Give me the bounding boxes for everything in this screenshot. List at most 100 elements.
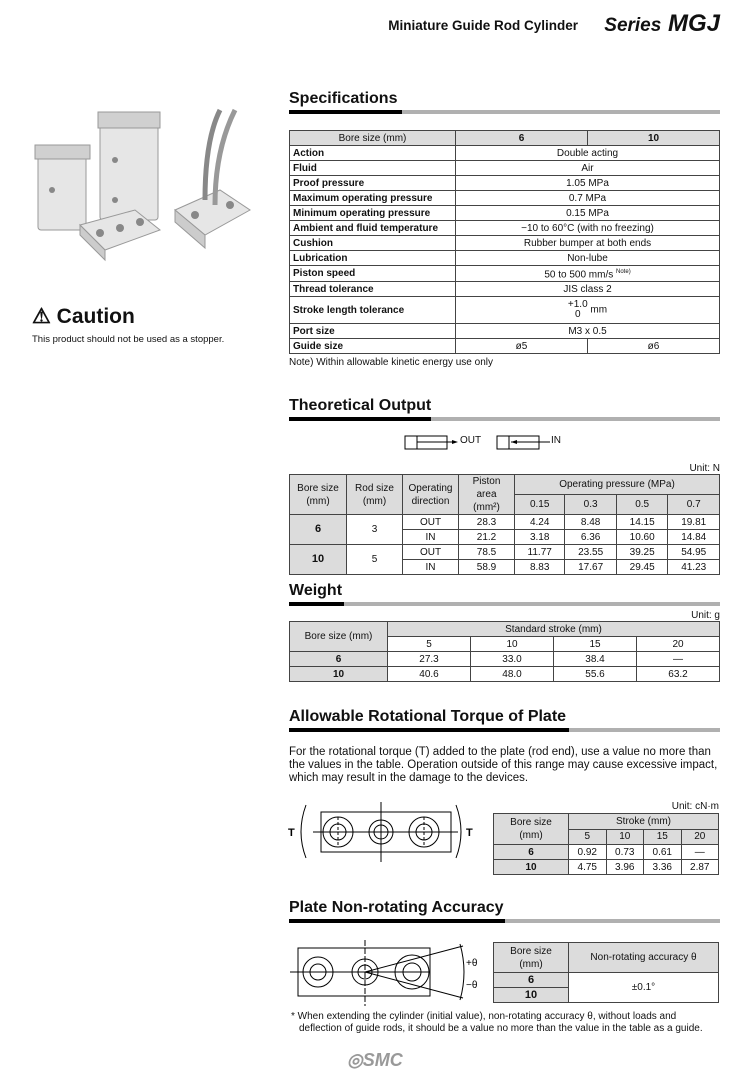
table-cell: 3.18: [513, 529, 566, 545]
table-cell: 33.0: [470, 651, 554, 667]
table-cell: 58.9: [458, 559, 515, 575]
table-cell: JIS class 2: [455, 281, 720, 298]
table-cell: 10: [289, 666, 388, 682]
table-cell: Rod size (mm): [346, 474, 403, 515]
accuracy-diagram: +θ −θ: [290, 940, 478, 1006]
torque-diagram: T T: [288, 802, 473, 862]
svg-text:−θ: −θ: [466, 980, 478, 991]
table-cell: 28.3: [458, 514, 515, 530]
table-cell: 5: [568, 828, 607, 845]
table-cell: Bore size (mm): [289, 474, 347, 515]
table-cell: 6: [493, 844, 569, 860]
table-cell: 11.77: [513, 544, 566, 560]
table-cell: 21.2: [458, 529, 515, 545]
table-cell: Action: [289, 145, 456, 161]
table-cell: Fluid: [289, 160, 456, 176]
table-cell: Bore size (mm): [493, 813, 569, 845]
table-cell: Stroke length tolerance: [289, 296, 456, 325]
table-cell: 78.5: [458, 544, 515, 560]
table-cell: —: [636, 651, 720, 667]
table-cell: 0.7: [667, 494, 720, 515]
table-cell: OUT: [402, 544, 459, 560]
table-cell: −10 to 60°C (with no freezing): [455, 220, 720, 236]
table-cell: 10: [470, 636, 554, 652]
table-cell: 6: [289, 651, 388, 667]
table-cell: 6: [289, 514, 347, 545]
table-cell: 0.3: [564, 494, 617, 515]
table-cell: 38.4: [553, 651, 637, 667]
weight-section: Weight Unit: g Bore size (mm) Standard st…: [289, 582, 720, 682]
table-cell: 10.60: [615, 529, 669, 545]
table-cell: IN: [402, 559, 459, 575]
section-title: Specifications: [289, 90, 398, 107]
table-cell: 5: [346, 544, 403, 575]
table-cell: ø5: [455, 338, 588, 355]
table-cell: Thread tolerance: [289, 281, 456, 298]
table-cell: 20: [680, 828, 719, 845]
smc-logo: ◎SMC: [347, 1050, 403, 1070]
table-cell: 4.24: [513, 514, 566, 530]
table-cell: 14.84: [667, 529, 720, 545]
table-cell: 14.15: [615, 514, 669, 530]
table-cell: Ambient and fluid temperature: [289, 220, 456, 236]
table-cell: IN: [402, 529, 459, 545]
table-cell: Non-lube: [455, 250, 720, 266]
table-cell: 3.96: [605, 859, 644, 875]
table-cell: 6: [493, 972, 569, 988]
table-cell: 0.7 MPa: [455, 190, 720, 206]
table-cell: OUT: [402, 514, 459, 530]
product-image: [34, 108, 251, 262]
table-cell: 3.36: [643, 859, 682, 875]
table-cell: 4.75: [568, 859, 607, 875]
svg-text:+θ: +θ: [466, 958, 478, 969]
table-cell: 6.36: [564, 529, 617, 545]
specifications-table: Bore size (mm) 6 10 Action Double acting Fl…: [289, 130, 720, 355]
accuracy-footnote: * When extending the cylinder (initial v…: [291, 1011, 703, 1034]
table-cell: +1.0 0 mm: [455, 296, 720, 325]
table-cell: Lubrication: [289, 250, 456, 266]
spec-note: Note) Within allowable kinetic energy us…: [289, 357, 493, 369]
table-cell: Minimum operating pressure: [289, 205, 456, 221]
table-cell: Rubber bumper at both ends: [455, 235, 720, 251]
table-cell: 0.15 MPa: [455, 205, 720, 221]
table-cell: Bore size (mm): [289, 621, 388, 652]
torque-section: Allowable Rotational Torque of Plate For…: [289, 708, 720, 785]
table-cell: 10: [493, 987, 569, 1003]
table-cell: 0.92: [568, 844, 607, 860]
table-cell: 3: [346, 514, 403, 545]
table-cell: Operating pressure (MPa): [514, 474, 720, 495]
table-cell: 2.87: [680, 859, 719, 875]
table-cell: 17.67: [564, 559, 617, 575]
table-cell: 50 to 500 mm/s Note): [455, 264, 720, 283]
svg-text:T: T: [288, 827, 295, 839]
table-cell: 19.81: [667, 514, 720, 530]
weight-table: Bore size (mm) Standard stroke (mm) 5 10 15…: [289, 621, 720, 682]
table-cell: 6: [455, 130, 588, 146]
warning-icon: ⚠: [32, 305, 51, 328]
table-cell: 0.15: [513, 494, 566, 515]
table-cell: Guide size: [289, 338, 456, 355]
specifications-section: Specifications Bore size (mm) 6 10 Action D…: [289, 90, 720, 368]
caution-text: This product should not be used as a sto…: [32, 334, 225, 345]
table-cell: M3 x 0.5: [455, 323, 720, 340]
table-cell: 23.55: [564, 544, 617, 560]
table-cell: 40.6: [387, 666, 471, 682]
table-cell: 8.48: [564, 514, 617, 530]
table-cell: 54.95: [667, 544, 720, 560]
theoretical-output-section: Theoretical Output OUT IN Unit: N Bore s…: [289, 397, 720, 575]
table-cell: ±0.1°: [568, 972, 719, 1003]
table-cell: Operating direction: [402, 474, 459, 515]
table-cell: Piston area (mm²): [458, 474, 515, 515]
table-cell: 27.3: [387, 651, 471, 667]
table-cell: 5: [387, 636, 471, 652]
table-cell: Double acting: [455, 145, 720, 161]
table-cell: Air: [455, 160, 720, 176]
table-cell: 41.23: [667, 559, 720, 575]
accuracy-section: Plate Non-rotating Accuracy: [289, 899, 720, 923]
table-cell: Proof pressure: [289, 175, 456, 191]
table-cell: Standard stroke (mm): [387, 621, 720, 637]
table-cell: Bore size (mm): [289, 130, 456, 146]
table-cell: Non-rotating accuracy θ: [568, 942, 719, 973]
theoretical-output-table: Bore size (mm) Rod size (mm) Operating direct…: [289, 474, 720, 575]
table-cell: 10: [493, 859, 569, 875]
